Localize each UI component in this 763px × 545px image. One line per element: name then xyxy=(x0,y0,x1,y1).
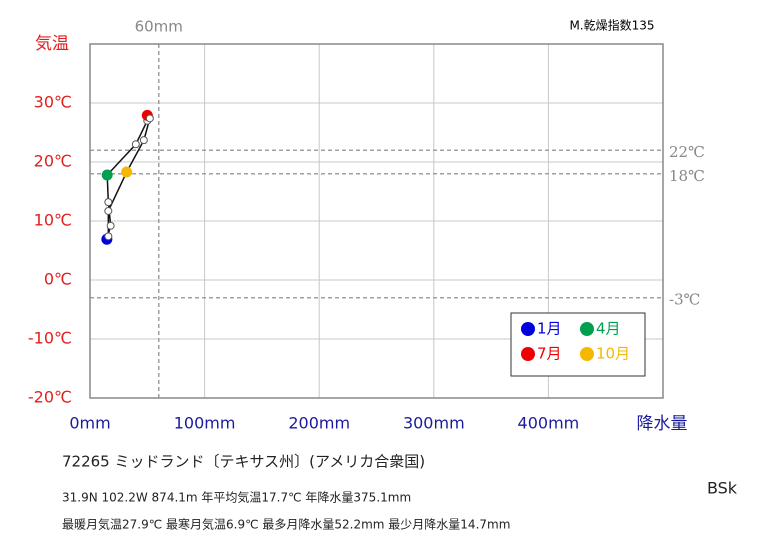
reference-label: 18℃ xyxy=(669,167,705,185)
legend-swatch xyxy=(521,322,535,336)
legend-label: 7月 xyxy=(537,345,562,363)
month-point xyxy=(145,114,154,123)
x-tick-label: 100mm xyxy=(174,414,236,433)
month-point xyxy=(104,232,113,241)
legend-swatch xyxy=(580,347,594,361)
note: 最暖月気温27.9℃ 最寒月気温6.9℃ 最多月降水量52.2mm 最少月降水量… xyxy=(62,517,510,532)
station: 72265 ミッドランド〔テキサス州〕(アメリカ合衆国) xyxy=(62,453,425,471)
y-axis-label: 気温 xyxy=(35,34,69,54)
x-axis-label: 降水量 xyxy=(637,414,688,434)
month-point xyxy=(131,140,140,149)
y-tick-label: 10℃ xyxy=(34,211,72,230)
x-tick-label: 300mm xyxy=(403,414,465,433)
climate-class: BSk xyxy=(707,479,738,498)
y-tick-label: -10℃ xyxy=(28,329,72,348)
x-tick-label: 0mm xyxy=(69,414,110,433)
month-point xyxy=(101,169,113,181)
reference-label: 22℃ xyxy=(669,143,705,161)
reference-label: -3℃ xyxy=(669,291,700,309)
note: 31.9N 102.2W 874.1m 年平均気温17.7℃ 年降水量375.1… xyxy=(62,490,411,505)
legend-label: 1月 xyxy=(537,320,562,338)
legend-swatch xyxy=(580,322,594,336)
month-point xyxy=(121,166,133,178)
month-point xyxy=(104,198,113,207)
y-tick-label: 20℃ xyxy=(34,152,72,171)
month-point xyxy=(139,136,148,145)
y-tick-label: 0℃ xyxy=(44,270,72,289)
reference-label: 60mm xyxy=(135,18,183,36)
legend-label: 4月 xyxy=(596,320,621,338)
y-tick-label: 30℃ xyxy=(34,93,72,112)
y-tick-label: -20℃ xyxy=(28,388,72,407)
legend-swatch xyxy=(521,347,535,361)
index-label: M.乾燥指数135 xyxy=(569,18,654,33)
legend-label: 10月 xyxy=(596,345,630,363)
x-tick-label: 200mm xyxy=(288,414,350,433)
month-point xyxy=(106,221,115,230)
plot-frame xyxy=(89,43,664,399)
month-point xyxy=(104,206,113,215)
legend-box xyxy=(510,312,646,377)
x-tick-label: 400mm xyxy=(518,414,580,433)
